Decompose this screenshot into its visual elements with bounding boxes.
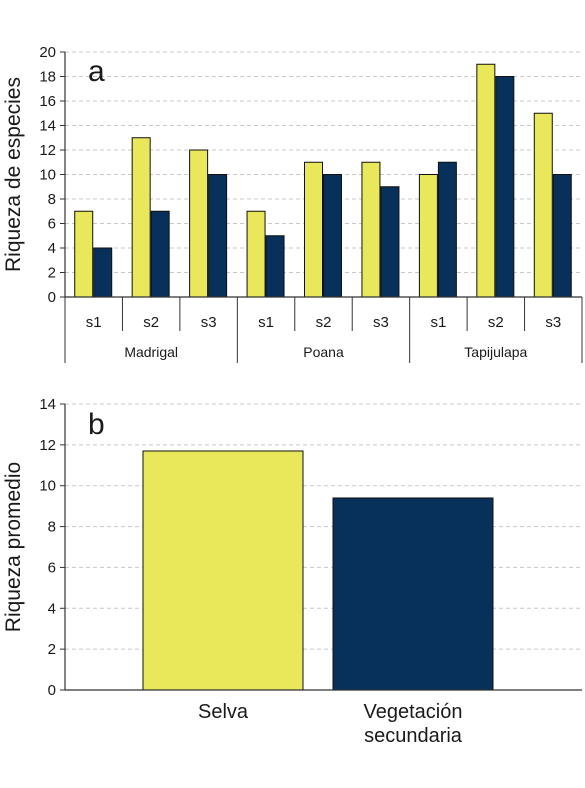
y-tick-label-a: 16 xyxy=(39,93,56,110)
category-label-a: s1 xyxy=(86,314,102,331)
y-tick-label-a: 18 xyxy=(39,69,56,86)
panel-letter-a: a xyxy=(88,55,105,88)
category-label-a: s2 xyxy=(488,314,504,331)
bar-a-secundaria xyxy=(380,186,400,298)
bar-a-secundaria xyxy=(265,235,285,298)
y-tick-label-a: 10 xyxy=(39,167,56,184)
chart-a: 0 2 4 6 8 10 12 14 16 18 20 s1 s2 s3 s1 s2 s3 s1 s2 s3 Madri… xyxy=(2,44,583,363)
bar-a-selva xyxy=(418,174,438,298)
bar-a-selva xyxy=(361,161,381,298)
group-label-a: Poana xyxy=(303,344,344,360)
y-tick-label-a: 2 xyxy=(48,265,56,282)
y-axis-title-b: Riqueza promedio xyxy=(2,462,25,632)
panel-letter-b: b xyxy=(88,408,105,441)
bar-a-secundaria xyxy=(150,210,170,298)
bar-a-secundaria xyxy=(208,174,228,298)
bar-a-selva xyxy=(74,210,94,298)
group-label-a: Madrigal xyxy=(124,344,178,360)
bar-a-selva xyxy=(131,137,151,298)
category-label-b-line2: secundaria xyxy=(364,725,463,747)
category-label-a: s3 xyxy=(201,314,217,331)
category-label-a: s3 xyxy=(373,314,389,331)
y-tick-label-a: 0 xyxy=(48,289,56,306)
category-label-b: Vegetación xyxy=(364,701,463,723)
y-axis-title-a: Riqueza de especies xyxy=(2,77,25,272)
category-label-b: Selva xyxy=(198,701,249,723)
y-tick-label-a: 8 xyxy=(48,191,56,208)
category-label-a: s3 xyxy=(545,314,561,331)
bar-a-secundaria xyxy=(495,76,515,298)
y-tick-label-a: 4 xyxy=(48,240,56,257)
category-label-a: s2 xyxy=(316,314,332,331)
bar-b-selva xyxy=(142,450,304,691)
bar-a-selva xyxy=(533,112,553,298)
y-tick-label-b: 0 xyxy=(48,682,56,699)
y-tick-label-b: 8 xyxy=(48,519,56,536)
bar-a-selva xyxy=(304,161,323,298)
bar-b-secundaria xyxy=(332,497,494,691)
bar-a-selva xyxy=(246,210,266,298)
category-label-a: s2 xyxy=(143,314,159,331)
y-tick-label-b: 2 xyxy=(48,641,56,658)
bar-a-secundaria xyxy=(323,174,342,298)
bar-a-secundaria xyxy=(93,247,113,298)
category-label-a: s1 xyxy=(430,314,446,331)
y-tick-label-b: 4 xyxy=(48,600,56,617)
y-tick-label-a: 20 xyxy=(39,44,56,61)
bar-a-secundaria xyxy=(552,174,572,298)
bar-a-selva xyxy=(189,149,209,298)
bar-a-selva xyxy=(476,63,496,298)
category-label-a: s1 xyxy=(258,314,274,331)
y-tick-label-b: 10 xyxy=(39,478,56,495)
y-tick-label-b: 6 xyxy=(48,559,56,576)
y-tick-label-a: 14 xyxy=(39,118,56,135)
y-tick-label-a: 12 xyxy=(39,142,56,159)
group-label-a: Tapijulapa xyxy=(464,344,527,360)
y-tick-label-b: 14 xyxy=(39,396,56,413)
y-tick-label-b: 12 xyxy=(39,437,56,454)
bar-a-secundaria xyxy=(437,161,457,298)
y-tick-label-a: 6 xyxy=(48,216,56,233)
